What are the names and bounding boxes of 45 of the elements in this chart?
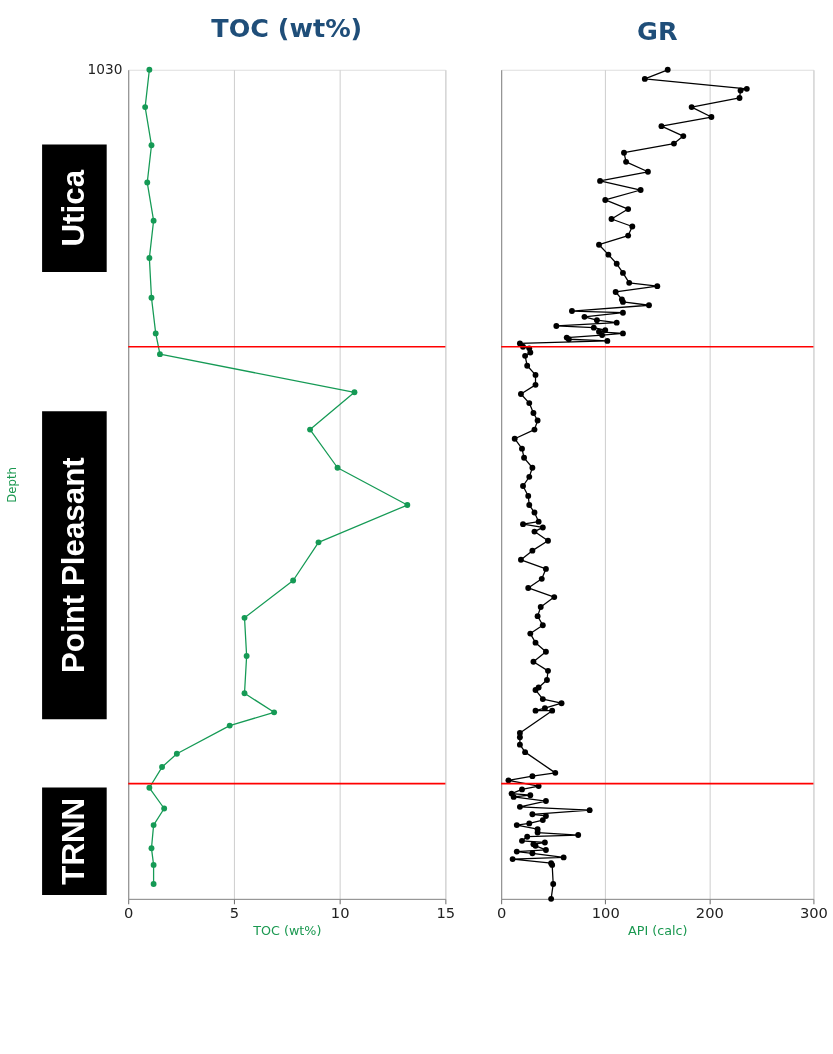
point (241, 690, 248, 697)
point (290, 577, 297, 584)
text: 1030 (87, 60, 123, 77)
point (142, 104, 149, 111)
point (307, 426, 313, 433)
point (148, 845, 155, 852)
x-axis-title: API (calc) (628, 922, 688, 938)
x-tick-label: 300 (799, 903, 828, 921)
point (150, 881, 157, 887)
x-tick-label: 200 (695, 903, 724, 921)
chart-title: GR (637, 16, 678, 47)
x-tick-label: 15 (436, 903, 456, 921)
point (159, 764, 165, 770)
point (150, 822, 157, 829)
point (334, 464, 341, 471)
point (161, 805, 168, 812)
point (146, 784, 153, 791)
point (144, 179, 151, 186)
x-tick-label: 100 (591, 903, 620, 921)
point (152, 330, 159, 337)
point (150, 861, 157, 868)
point (271, 709, 278, 716)
text: TRNN (56, 797, 92, 885)
text: Utica (56, 169, 92, 247)
point (351, 389, 358, 396)
text: Point Pleasant (56, 456, 92, 674)
point (315, 539, 322, 546)
point (157, 351, 163, 358)
y-axis-title: Depth (5, 466, 20, 503)
point (226, 722, 233, 729)
point (241, 614, 248, 621)
point (148, 142, 155, 149)
point (146, 255, 153, 261)
point (150, 217, 157, 224)
point (146, 66, 153, 73)
point (173, 750, 180, 757)
x-tick-label: 0 (496, 903, 507, 921)
point (243, 653, 250, 659)
chart-title: TOC (wt%) (211, 12, 363, 43)
x-tick-label: 0 (124, 903, 134, 921)
x-tick-label: 5 (229, 903, 240, 921)
point (148, 294, 155, 301)
x-tick-label: 10 (330, 903, 350, 921)
point (404, 502, 411, 508)
x-axis-title: TOC (wt%) (252, 922, 322, 938)
